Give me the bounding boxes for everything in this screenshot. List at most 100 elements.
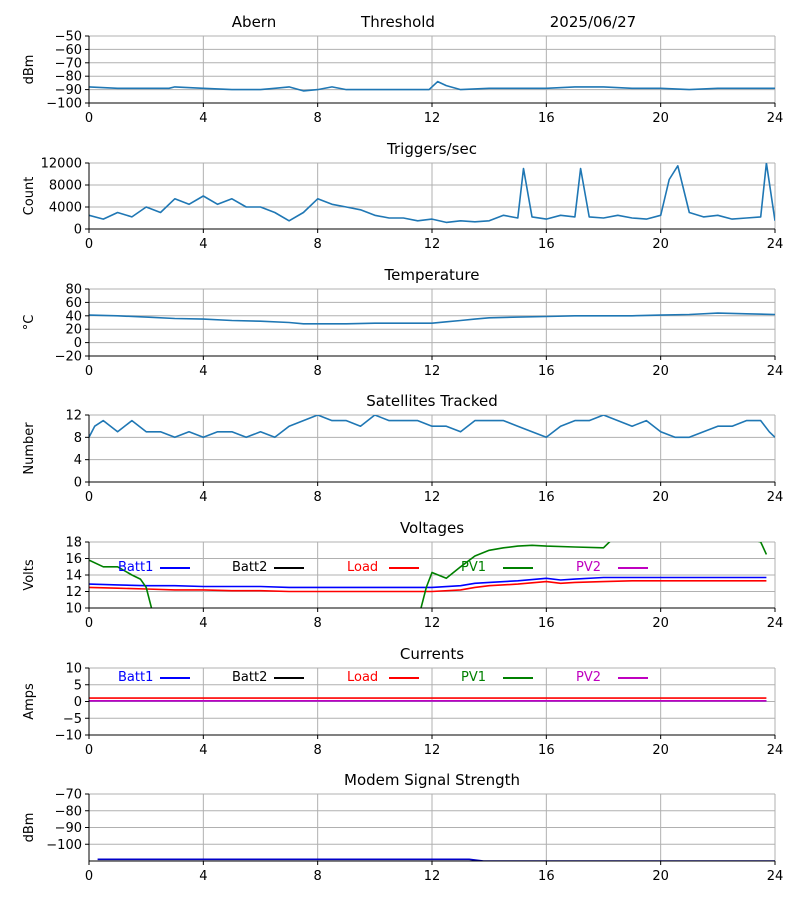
y-tick-label: 8000: [49, 179, 82, 194]
plot-area: [89, 163, 775, 224]
y-tick-label: −70: [55, 788, 82, 803]
series-line-batt1: [89, 576, 767, 589]
y-tick-label: 80: [65, 283, 82, 298]
panel-0: 0 4 8 12 16 20 24 −100−90−80−70−60−50 dBm: [22, 30, 783, 127]
x-tick-label: 20: [652, 869, 669, 884]
x-tick-label: 20: [652, 237, 669, 252]
x-tick-label: 12: [424, 237, 441, 252]
plot-area: [97, 858, 775, 861]
plot-area: [89, 415, 775, 439]
panel-title: Voltages: [400, 519, 464, 537]
x-tick-label: 8: [314, 869, 322, 884]
x-tick-label: 8: [314, 111, 322, 126]
legend-label-batt1: Batt1: [118, 670, 153, 685]
y-tick-label: 60: [65, 296, 82, 311]
x-tick-label: 8: [314, 616, 322, 631]
x-tick-label: 16: [538, 616, 555, 631]
x-tick-label: 20: [652, 490, 669, 505]
x-tick-label: 4: [199, 616, 207, 631]
x-tick-label: 20: [652, 616, 669, 631]
panel-3: 0 4 8 12 16 20 24 0 4 8 12 Satellites Tracked Number: [22, 392, 783, 505]
series-line: [89, 163, 775, 224]
x-tick-label: 8: [314, 743, 322, 758]
plot-area: [89, 542, 768, 608]
x-tick-label: 24: [767, 364, 784, 379]
y-axis-label: dBm: [22, 55, 37, 85]
legend-label-load: Load: [347, 670, 378, 685]
plot-area: [89, 697, 767, 702]
panel-title: Satellites Tracked: [366, 392, 497, 410]
panel-title: Temperature: [383, 266, 479, 284]
y-tick-label: 12: [65, 585, 82, 600]
y-tick-label: 12000: [41, 157, 82, 172]
x-tick-label: 4: [199, 237, 207, 252]
series-line: [97, 858, 775, 861]
y-tick-label: −100: [46, 97, 82, 112]
x-tick-label: 16: [538, 490, 555, 505]
legend-label-pv1: PV1: [461, 560, 486, 575]
y-tick-label: 5: [74, 678, 82, 693]
x-tick-label: 12: [424, 111, 441, 126]
x-tick-label: 24: [767, 111, 784, 126]
y-tick-label: 4000: [49, 201, 82, 216]
y-tick-label: −90: [55, 83, 82, 98]
y-tick-label: 10: [65, 662, 82, 677]
x-tick-label: 12: [424, 869, 441, 884]
x-tick-label: 12: [424, 364, 441, 379]
x-tick-label: 24: [767, 616, 784, 631]
x-tick-label: 24: [767, 490, 784, 505]
y-tick-label: 20: [65, 323, 82, 338]
y-axis-label: Amps: [22, 683, 37, 720]
legend-label-batt2: Batt2: [232, 560, 267, 575]
y-tick-label: 12: [65, 409, 82, 424]
y-tick-label: 18: [65, 536, 82, 551]
y-tick-label: −10: [55, 729, 82, 744]
y-tick-label: 10: [65, 602, 82, 617]
x-tick-label: 24: [767, 237, 784, 252]
y-tick-label: −5: [63, 712, 82, 727]
x-tick-label: 0: [85, 237, 93, 252]
y-tick-label: −70: [55, 56, 82, 71]
y-tick-label: 16: [65, 552, 82, 567]
x-tick-label: 0: [85, 743, 93, 758]
legend-label-batt2: Batt2: [232, 670, 267, 685]
panel-5: 0 4 8 12 16 20 24 −10 −5 0 510 Currents Amps Batt1 Bat…: [22, 645, 783, 758]
y-axis-label: dBm: [22, 813, 37, 843]
x-tick-label: 12: [424, 743, 441, 758]
legend-label-batt1: Batt1: [118, 560, 153, 575]
x-tick-label: 16: [538, 111, 555, 126]
x-tick-label: 24: [767, 743, 784, 758]
panel-1: 0 4 8 12 16 20 24 0 4000 8000 12000 Triggers/sec Cou…: [22, 140, 783, 252]
y-axis-label: Volts: [22, 559, 37, 591]
y-axis-label: Number: [22, 422, 37, 475]
x-tick-label: 16: [538, 869, 555, 884]
legend-label-pv2: PV2: [576, 670, 601, 685]
y-tick-label: 8: [74, 431, 82, 446]
y-tick-label: 4: [74, 453, 82, 468]
y-tick-label: −80: [55, 70, 82, 85]
x-tick-label: 12: [424, 490, 441, 505]
x-tick-label: 16: [538, 237, 555, 252]
x-tick-label: 16: [538, 743, 555, 758]
y-tick-label: 0: [74, 336, 82, 351]
series-line-pv1: [89, 542, 768, 608]
x-tick-label: 4: [199, 364, 207, 379]
series-line-load: [89, 579, 767, 593]
x-tick-label: 0: [85, 111, 93, 126]
y-tick-label: −60: [55, 43, 82, 58]
y-tick-label: −20: [55, 350, 82, 365]
header-mode: Threshold: [360, 13, 435, 31]
series-line: [89, 312, 775, 325]
x-tick-label: 4: [199, 490, 207, 505]
y-tick-label: −90: [55, 821, 82, 836]
y-tick-label: 14: [65, 569, 82, 584]
panel-6: 0 4 8 12 16 20 24 −100 −90 −80−70 Modem Signal Str…: [22, 771, 783, 884]
y-tick-label: 0: [74, 223, 82, 238]
y-tick-label: 0: [74, 695, 82, 710]
x-tick-label: 4: [199, 869, 207, 884]
y-tick-label: −80: [55, 804, 82, 819]
legend-label-pv2: PV2: [576, 560, 601, 575]
x-tick-label: 0: [85, 490, 93, 505]
x-tick-label: 8: [314, 364, 322, 379]
